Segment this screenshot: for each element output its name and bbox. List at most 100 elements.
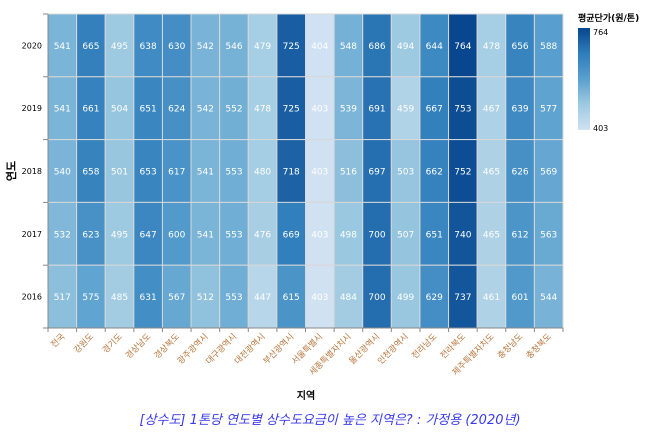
cell-value-label: 725 — [283, 42, 300, 52]
cell-value-label: 740 — [454, 230, 471, 240]
cell-value-label: 601 — [511, 293, 528, 303]
cell-value-label: 494 — [397, 42, 414, 52]
cell-value-label: 553 — [225, 230, 242, 240]
cell-value-label: 569 — [540, 168, 557, 178]
heatmap-cell — [47, 139, 78, 203]
cell-value-label: 691 — [368, 105, 385, 115]
heatmap-cell — [390, 201, 421, 266]
heatmap-cell — [47, 76, 78, 141]
heatmap-cell — [219, 201, 249, 266]
cell-value-label: 624 — [168, 105, 185, 115]
heatmap-cell — [219, 264, 249, 329]
cell-value-label: 644 — [426, 42, 443, 52]
heatmap-cell — [305, 13, 335, 78]
cell-value-label: 667 — [426, 105, 443, 115]
cell-value-label: 465 — [483, 230, 500, 240]
cell-value-label: 542 — [197, 42, 214, 52]
cell-value-label: 540 — [54, 168, 71, 178]
heatmap-cell — [362, 13, 392, 78]
cell-value-label: 542 — [197, 105, 214, 115]
cell-value-label: 639 — [511, 105, 528, 115]
cell-value-label: 588 — [540, 42, 557, 52]
x-axis-title: 지역 — [297, 389, 315, 402]
y-tick-label: 2018 — [22, 167, 42, 176]
x-tick-label: 강원도 — [72, 331, 96, 355]
cell-value-label: 459 — [397, 105, 414, 115]
y-tick-label: 2017 — [22, 230, 42, 239]
cell-value-label: 461 — [483, 293, 500, 303]
cell-value-label: 612 — [511, 230, 528, 240]
heatmap-cell — [76, 76, 106, 141]
heatmap-cell — [476, 201, 507, 266]
heatmap-cell — [362, 264, 392, 329]
cell-value-label: 718 — [283, 168, 300, 178]
cell-value-label: 495 — [111, 230, 128, 240]
cell-value-label: 403 — [311, 105, 328, 115]
x-tick-label: 충청북도 — [525, 332, 554, 361]
legend-max-label: 764 — [593, 28, 608, 37]
heatmap-cell — [190, 264, 221, 329]
heatmap-cell — [362, 201, 392, 266]
heatmap-cell — [390, 76, 421, 141]
heatmap-cell — [533, 264, 564, 329]
heatmap-cell — [104, 76, 135, 141]
cell-value-label: 485 — [111, 293, 128, 303]
x-tick-label: 인천광역시 — [375, 331, 410, 366]
cell-value-label: 662 — [426, 168, 443, 178]
heatmap-cell — [476, 264, 507, 329]
heatmap-cell — [448, 201, 478, 266]
heatmap-cell — [247, 13, 278, 78]
cell-value-label: 615 — [283, 293, 300, 303]
y-tick-label: 2020 — [22, 41, 42, 50]
heatmap-cells: 541 665 495 638 630 542 546 479 725 404 548 686 494 6… — [47, 13, 564, 329]
cell-value-label: 504 — [111, 105, 128, 115]
heatmap-cell — [448, 139, 478, 203]
heatmap-cell — [476, 13, 507, 78]
cell-value-label: 478 — [483, 42, 500, 52]
heatmap-cell — [76, 264, 106, 329]
cell-value-label: 686 — [368, 42, 385, 52]
cell-value-label: 629 — [426, 293, 443, 303]
heatmap-cell — [362, 139, 392, 203]
y-tick-label: 2019 — [22, 104, 42, 113]
cell-value-label: 478 — [254, 105, 271, 115]
legend: 평균단가(원/톤) 764 403 — [578, 12, 639, 133]
cell-value-label: 516 — [340, 168, 357, 178]
heatmap-cell — [133, 264, 163, 329]
heatmap-cell — [533, 201, 564, 266]
heatmap-cell — [419, 201, 450, 266]
heatmap-cell — [305, 76, 335, 141]
heatmap-cell — [190, 139, 221, 203]
legend-min-label: 403 — [593, 124, 608, 133]
heatmap-cell — [133, 139, 163, 203]
cell-value-label: 753 — [454, 105, 471, 115]
cell-value-label: 647 — [140, 230, 157, 240]
heatmap-cell — [161, 264, 192, 329]
cell-value-label: 498 — [340, 230, 357, 240]
cell-value-label: 661 — [82, 105, 99, 115]
heatmap-cell — [505, 264, 535, 329]
cell-value-label: 653 — [140, 168, 157, 178]
x-tick-label: 전국 — [49, 331, 68, 350]
heatmap-cell — [333, 139, 364, 203]
heatmap-cell — [47, 264, 78, 329]
legend-gradient — [578, 28, 590, 130]
cell-value-label: 403 — [311, 168, 328, 178]
cell-value-label: 539 — [340, 105, 357, 115]
heatmap-cell — [133, 76, 163, 141]
cell-value-label: 517 — [54, 293, 71, 303]
x-tick-label: 경기도 — [100, 331, 124, 355]
cell-value-label: 512 — [197, 293, 214, 303]
cell-value-label: 631 — [140, 293, 157, 303]
cell-value-label: 479 — [254, 42, 271, 52]
cell-value-label: 467 — [483, 105, 500, 115]
cell-value-label: 651 — [140, 105, 157, 115]
heatmap-cell — [419, 139, 450, 203]
cell-value-label: 697 — [368, 168, 385, 178]
cell-value-label: 403 — [311, 293, 328, 303]
cell-value-label: 656 — [511, 42, 528, 52]
cell-value-label: 737 — [454, 293, 471, 303]
heatmap-cell — [305, 264, 335, 329]
cell-value-label: 544 — [540, 293, 557, 303]
